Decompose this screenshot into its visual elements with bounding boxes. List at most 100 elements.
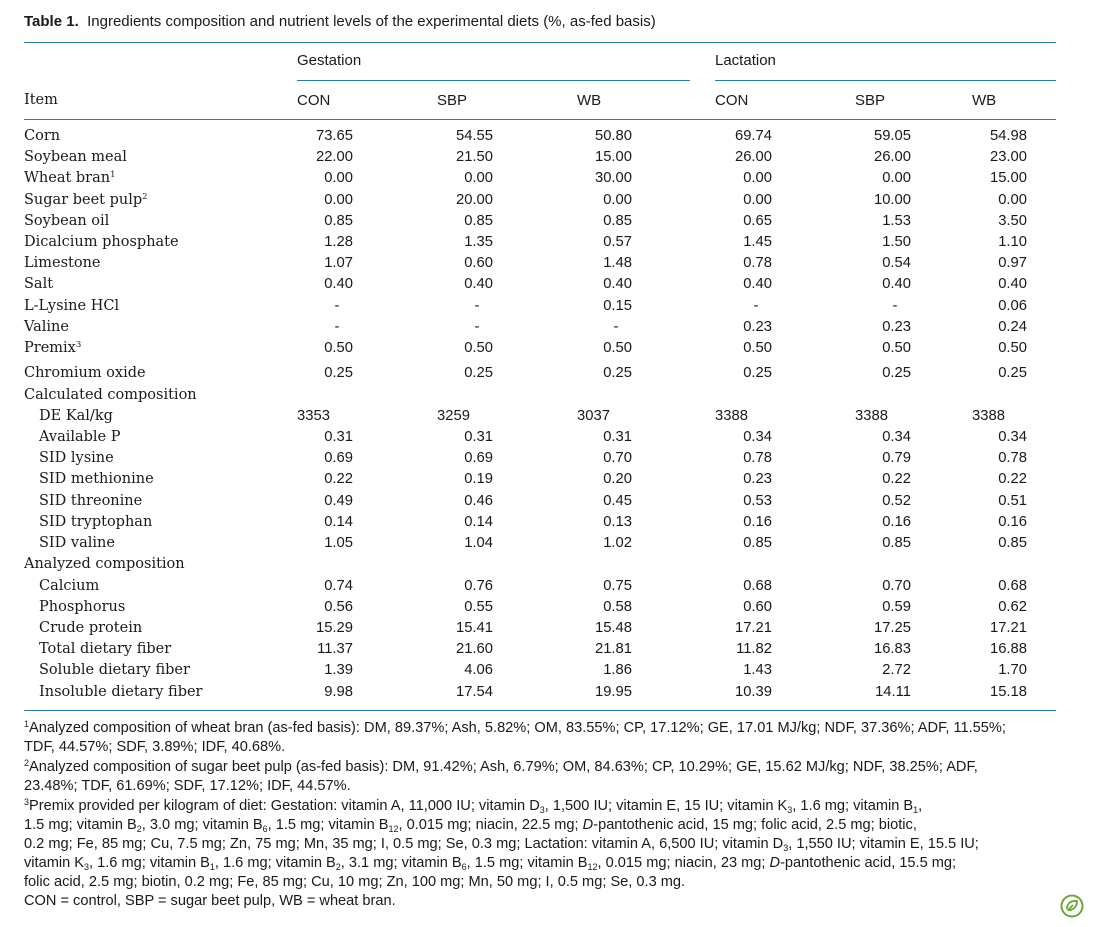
row-label: Phosphorus: [39, 600, 125, 615]
cell-gestation-sbp: 0.25: [464, 365, 493, 381]
cell-gestation-con: 0.25: [324, 365, 353, 381]
cell-lactation-sbp: 0.79: [882, 450, 911, 466]
cell-gestation-wb: 0.70: [603, 450, 632, 466]
row-label: Corn: [24, 129, 60, 144]
row-label-text: SID threonine: [39, 493, 143, 509]
cell-gestation-sbp: -: [474, 298, 480, 314]
row-label-text: Chromium oxide: [24, 365, 146, 381]
cell-gestation-con: 0.00: [324, 170, 353, 186]
footnote-marker: 2: [142, 192, 148, 202]
cell-gestation-wb: 0.45: [603, 493, 632, 509]
row-label-text: SID lysine: [39, 450, 114, 466]
cell-gestation-wb: 3037: [577, 408, 610, 424]
cell-lactation-wb: 0.85: [998, 535, 1027, 551]
cell-gestation-con: 73.65: [315, 128, 353, 144]
cell-lactation-sbp: 59.05: [873, 128, 911, 144]
footnote-2: 2Analyzed composition of sugar beet pulp…: [24, 758, 1064, 796]
cell-gestation-con: -: [334, 298, 340, 314]
header-rule: [24, 119, 1056, 120]
cell-gestation-wb: 0.15: [603, 298, 632, 314]
cell-gestation-con: -: [334, 319, 340, 335]
footnote-3-line-2: 1.5 mg; vitamin B2, 3.0 mg; vitamin B6, …: [24, 817, 917, 834]
row-label-text: Calculated composition: [24, 387, 197, 403]
cell-gestation-sbp: 54.55: [455, 128, 493, 144]
cell-lactation-wb: 3.50: [998, 213, 1027, 229]
cell-gestation-con: 0.49: [324, 493, 353, 509]
row-label: L-Lysine HCl: [24, 299, 119, 314]
row-label-text: Available P: [39, 429, 121, 445]
cell-gestation-sbp: 0.50: [464, 340, 493, 356]
cell-lactation-wb: 17.21: [989, 620, 1027, 636]
cell-gestation-wb: 21.81: [594, 641, 632, 657]
cell-lactation-con: 0.78: [743, 255, 772, 271]
row-label-text: Total dietary fiber: [39, 641, 172, 657]
row-label-text: Soybean meal: [24, 149, 127, 165]
table-caption: Table 1. Ingredients composition and nut…: [24, 13, 656, 30]
cell-gestation-con: 15.29: [315, 620, 353, 636]
row-label-text: L-Lysine HCl: [24, 298, 120, 314]
cell-lactation-wb: 0.51: [998, 493, 1027, 509]
cell-lactation-wb: 0.78: [998, 450, 1027, 466]
cell-gestation-wb: 1.02: [603, 535, 632, 551]
cell-lactation-sbp: 0.00: [882, 170, 911, 186]
row-label: SID valine: [39, 536, 115, 551]
cell-lactation-wb: 0.06: [998, 298, 1027, 314]
row-label-text: Phosphorus: [39, 599, 126, 615]
cell-gestation-sbp: 20.00: [455, 192, 493, 208]
row-label: Limestone: [24, 256, 101, 271]
cell-lactation-sbp: 1.50: [882, 234, 911, 250]
cell-gestation-wb: 1.48: [603, 255, 632, 271]
row-label-text: Soybean oil: [24, 213, 110, 229]
footnote-3-line-3: 0.2 mg; Fe, 85 mg; Cu, 7.5 mg; Zn, 75 mg…: [24, 836, 979, 853]
cell-lactation-wb: 0.00: [998, 192, 1027, 208]
cell-lactation-sbp: 0.23: [882, 319, 911, 335]
col-header-gestation-con: CON: [297, 92, 331, 109]
footnote-3: 3Premix provided per kilogram of diet: G…: [24, 797, 1064, 892]
cell-lactation-wb: 0.25: [998, 365, 1027, 381]
cell-lactation-con: 1.43: [743, 662, 772, 678]
cell-lactation-sbp: 26.00: [873, 149, 911, 165]
cell-gestation-sbp: 0.55: [464, 599, 493, 615]
cell-gestation-wb: 50.80: [594, 128, 632, 144]
cell-lactation-con: 26.00: [734, 149, 772, 165]
col-header-lactation-con: CON: [715, 92, 749, 109]
row-label-text: Premix: [24, 340, 76, 356]
cell-gestation-con: 1.07: [324, 255, 353, 271]
cell-lactation-sbp: 14.11: [875, 684, 911, 700]
row-label: Dicalcium phosphate: [24, 235, 179, 250]
cell-lactation-con: 0.23: [743, 319, 772, 335]
cell-gestation-con: 1.28: [324, 234, 353, 250]
row-label-text: Wheat bran: [24, 170, 111, 186]
item-header: Item: [24, 92, 58, 108]
footnote-3-line-4: vitamin K3, 1.6 mg; vitamin B1, 1.6 mg; …: [24, 855, 957, 872]
cell-gestation-con: 11.37: [317, 641, 353, 657]
cell-lactation-sbp: 0.85: [882, 535, 911, 551]
row-label: SID methionine: [39, 472, 154, 487]
footnote-1-line-1: Analyzed composition of wheat bran (as-f…: [29, 720, 1006, 736]
cell-lactation-sbp: 16.83: [873, 641, 911, 657]
cell-lactation-sbp: 0.50: [882, 340, 911, 356]
cell-lactation-sbp: -: [892, 298, 898, 314]
cell-gestation-wb: 0.40: [603, 276, 632, 292]
cell-lactation-con: 0.53: [743, 493, 772, 509]
row-label: Premix3: [24, 341, 81, 356]
cell-lactation-con: 11.82: [736, 641, 772, 657]
row-label-text: SID tryptophan: [39, 514, 153, 530]
cell-lactation-wb: 0.62: [998, 599, 1027, 615]
row-label: Calcium: [39, 579, 99, 594]
row-label-text: SID valine: [39, 535, 115, 551]
col-header-lactation-sbp: SBP: [855, 92, 886, 109]
cell-gestation-con: 0.31: [324, 429, 353, 445]
gestation-rule: [297, 80, 690, 81]
cell-lactation-con: 0.25: [743, 365, 772, 381]
cell-lactation-con: 0.23: [743, 471, 772, 487]
cell-lactation-con: 0.65: [743, 213, 772, 229]
row-label-text: Calcium: [39, 578, 100, 594]
cell-gestation-con: 0.22: [324, 471, 353, 487]
cell-lactation-con: 1.45: [743, 234, 772, 250]
cell-gestation-sbp: -: [474, 319, 480, 335]
cell-gestation-wb: 0.31: [603, 429, 632, 445]
cell-gestation-wb: 30.00: [594, 170, 632, 186]
cell-lactation-wb: 16.88: [989, 641, 1027, 657]
cell-lactation-wb: 0.97: [998, 255, 1027, 271]
